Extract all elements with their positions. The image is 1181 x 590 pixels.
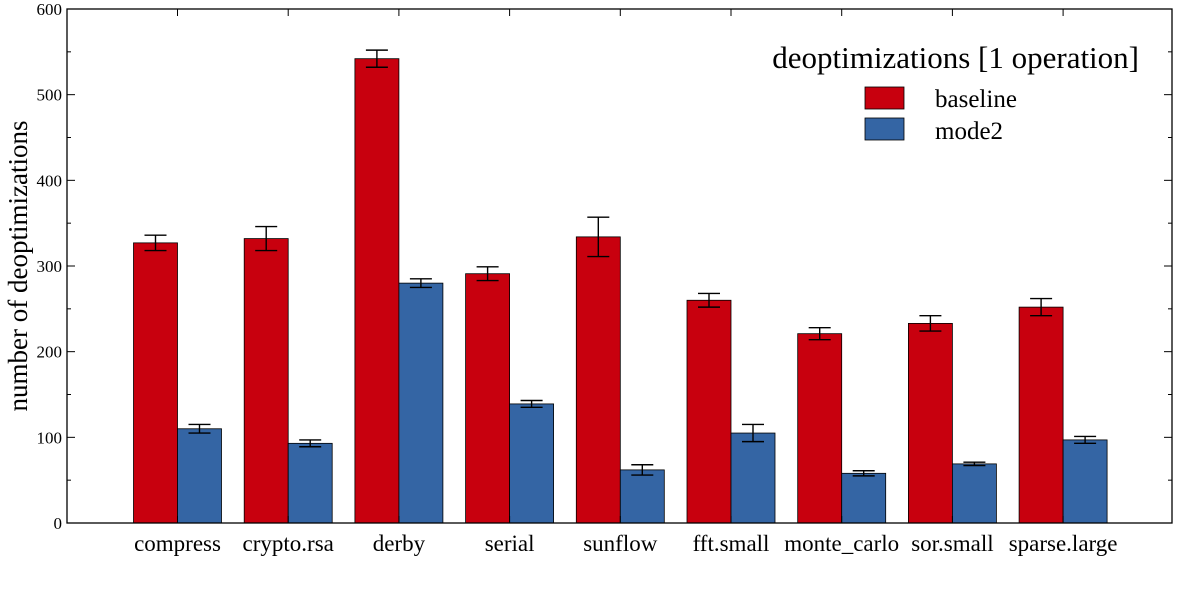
bar-mode2-fft-small — [730, 432, 776, 524]
bar-baseline-sunflow — [575, 236, 621, 524]
error-bar-baseline-serial — [476, 266, 499, 282]
y-tick-label: 100 — [37, 428, 63, 447]
x-tick-label: crypto.rsa — [243, 531, 334, 556]
y-axis-label: number of deoptimizations — [3, 121, 33, 412]
bar-mode2-serial — [509, 403, 555, 524]
error-bar-baseline-fft-small — [698, 292, 720, 308]
bar-baseline-derby — [354, 58, 400, 524]
bar-mode2-compress — [177, 428, 222, 524]
bar-baseline-crypto-rsa — [243, 238, 289, 524]
category-labels: compress crypto.rsa derby serial sunflow fft.… — [134, 531, 1117, 556]
bar-baseline-fft-small — [686, 299, 732, 524]
ticks-layer: 0 100 200 300 400 500 600 — [37, 0, 1172, 533]
x-tick-label: compress — [134, 531, 221, 556]
error-bar-mode2-crypto-rsa — [299, 439, 322, 448]
error-bar-mode2-compress — [188, 423, 211, 434]
error-bar-baseline-monte-carlo — [808, 326, 831, 341]
legend-label-mode2: mode2 — [935, 118, 1003, 145]
bar-baseline-monte-carlo — [797, 333, 843, 524]
error-bar-baseline-compress — [144, 234, 167, 252]
error-bar-mode2-sor-small — [963, 461, 986, 467]
x-tick-label: sparse.large — [1009, 531, 1118, 556]
y-tick-label: 600 — [37, 0, 63, 19]
y-tick-label: 300 — [37, 257, 63, 276]
y-tick-label: 500 — [37, 86, 63, 105]
y-tick-label: 200 — [37, 343, 63, 362]
bar-mode2-sparse-large — [1062, 439, 1108, 524]
x-tick-label: sor.small — [911, 531, 993, 556]
bar-baseline-sparse-large — [1018, 306, 1064, 524]
error-bar-mode2-monte-carlo — [852, 470, 875, 477]
x-tick-label: derby — [373, 531, 426, 556]
x-tick-label: serial — [485, 531, 535, 556]
error-bars-layer — [144, 49, 1097, 477]
error-bar-baseline-derby — [365, 49, 388, 68]
bar-baseline-serial — [465, 273, 511, 524]
error-bar-mode2-serial — [520, 399, 543, 409]
error-bar-mode2-sunflow — [631, 464, 654, 476]
bar-mode2-crypto-rsa — [287, 442, 333, 524]
legend-swatch-baseline — [864, 86, 905, 110]
bar-mode2-sunflow — [619, 469, 665, 524]
legend-title: deoptimizations [1 operation] — [772, 40, 1139, 75]
x-tick-label: sunflow — [583, 531, 658, 556]
y-tick-label: 400 — [37, 171, 63, 190]
error-bar-baseline-sparse-large — [1030, 297, 1053, 317]
legend-swatch-mode2 — [864, 117, 905, 141]
bar-mode2-derby — [398, 282, 444, 524]
error-bar-baseline-sor-small — [919, 314, 942, 332]
legend-label-baseline: baseline — [935, 86, 1017, 113]
bars-layer — [133, 58, 1108, 524]
bar-mode2-monte-carlo — [841, 472, 887, 524]
bar-mode2-sor-small — [952, 463, 997, 524]
x-tick-label: fft.small — [693, 531, 770, 556]
error-bar-baseline-sunflow — [587, 216, 610, 258]
error-bar-mode2-sparse-large — [1074, 435, 1097, 445]
y-tick-label: 0 — [54, 514, 63, 533]
error-bar-baseline-crypto-rsa — [255, 225, 278, 252]
bar-baseline-sor-small — [908, 322, 953, 524]
error-bar-mode2-derby — [409, 278, 432, 289]
x-tick-label: monte_carlo — [784, 531, 899, 556]
error-bar-mode2-fft-small — [742, 423, 764, 443]
bar-baseline-compress — [133, 242, 178, 524]
legend: deoptimizations [1 operation] baseline m… — [772, 40, 1139, 145]
